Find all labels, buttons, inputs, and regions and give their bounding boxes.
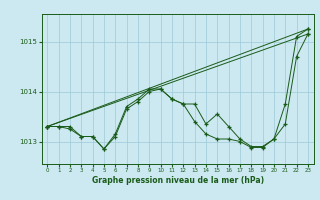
X-axis label: Graphe pression niveau de la mer (hPa): Graphe pression niveau de la mer (hPa) [92,176,264,185]
